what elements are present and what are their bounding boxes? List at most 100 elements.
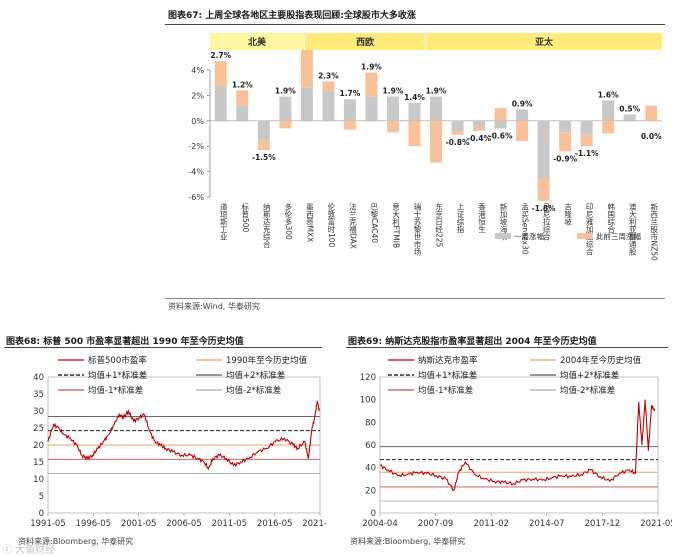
watermark: ⓢ 大鱼财经	[2, 545, 56, 556]
bar-prior-3w	[322, 81, 335, 92]
y-tick-label: 4%	[191, 66, 204, 75]
y-tick-label: 5	[39, 492, 44, 502]
bar-week	[623, 114, 636, 121]
category-label: 新西兰股市NZ50	[649, 202, 658, 261]
data-label: 1.7%	[339, 89, 360, 98]
fig69-top-rule	[346, 347, 668, 348]
y-tick-label: 10	[33, 475, 44, 485]
x-tick-label: 2016-05	[257, 519, 293, 529]
y-tick-label: 0	[39, 509, 44, 519]
x-tick-label: 1996-05	[76, 519, 112, 529]
bar-week	[386, 96, 399, 121]
legend-minus-2sd-label: 均值-2*标准差	[560, 385, 615, 396]
data-label: 1.6%	[598, 90, 619, 99]
category-label: 道琼斯工业	[219, 202, 228, 241]
y-tick-label: 40	[33, 373, 44, 383]
category-label: 香港恒生	[477, 202, 486, 234]
fig68-chart: 0 5 10 15 20 25 30 35 40 1991-05 1996-05 2001-05 200…	[30, 355, 326, 529]
bar-week	[279, 96, 292, 121]
fig67-bottom-rule	[165, 298, 665, 299]
fig68-title: 图表68: 标普 500 市盈率显著超出 1990 年至今历史均值	[6, 337, 244, 347]
bar-prior-3w	[537, 177, 550, 201]
bar-week	[300, 87, 313, 121]
category-label: 标普500	[241, 202, 250, 233]
bar-prior-3w	[430, 120, 442, 163]
y-tick-label: 25	[33, 424, 44, 434]
y-tick-label: 30	[33, 407, 44, 417]
bar-week	[214, 86, 227, 121]
category-label: 印尼雅加达综合	[585, 203, 594, 257]
legend-minus-1sd-label: 均值-1*标准差	[418, 385, 473, 396]
bar-week	[451, 120, 464, 131]
bar-week	[516, 109, 529, 121]
x-tick-label: 2014-07	[529, 519, 565, 529]
bar-prior-3w	[300, 50, 313, 88]
y-tick-label: 80	[365, 418, 376, 428]
y-tick-label: 100	[360, 396, 376, 406]
y-tick-label: 0%	[191, 117, 204, 126]
category-label: 东京日经225	[434, 202, 443, 248]
category-label: 墨西哥MXX	[305, 203, 314, 243]
region-western-europe: 西欧	[305, 33, 425, 50]
y-tick-label: -4%	[188, 168, 204, 177]
bar-prior-3w	[494, 108, 507, 121]
x-tick-label: 2021-05	[640, 519, 672, 529]
bar-prior-3w	[559, 132, 572, 152]
category-label: 马尼拉综合	[542, 203, 551, 242]
bar-week	[343, 99, 356, 121]
legend-minus-2sd-label: 均值-2*标准差	[226, 385, 281, 396]
bar-prior-3w	[473, 125, 486, 131]
bar-prior-3w	[408, 120, 421, 147]
legend-pe-label: 纳斯达克市盈率	[418, 355, 478, 366]
bar-prior-3w	[645, 105, 658, 121]
data-label: 0.0%	[641, 132, 662, 141]
category-label: 上证综指	[456, 203, 465, 235]
data-label: 2.3%	[318, 71, 339, 80]
plot-frame	[379, 376, 659, 514]
data-label: 1.2%	[232, 80, 253, 89]
bar-week	[322, 91, 335, 121]
legend-plus-1sd-label: 均值+1*标准差	[418, 370, 477, 381]
x-tick-label: 2011-02	[473, 519, 509, 529]
category-label: 法兰克福DAX	[348, 202, 357, 249]
y-tick-label: 15	[33, 458, 44, 468]
legend-mean-label: 2004年至今历史均值	[560, 355, 642, 366]
bar-week	[580, 120, 593, 135]
y-tick-label: 120	[360, 373, 376, 383]
fig69-chart: 0 20 40 60 80 100 120 2004-04 2007-09 2011-02 2014…	[360, 355, 672, 529]
legend-plus-1sd-label: 均值+1*标准差	[88, 370, 147, 381]
bar-prior-3w	[602, 120, 615, 134]
bar-week	[559, 120, 572, 133]
bar-prior-3w	[214, 61, 227, 87]
bar-week	[473, 120, 486, 126]
data-label: -0.4%	[467, 134, 491, 143]
bar-prior-3w	[236, 90, 249, 106]
y-tick-label: 0	[371, 509, 376, 519]
data-label: 1.9%	[275, 87, 296, 96]
data-label: -1.8%	[532, 204, 556, 213]
bar-week	[408, 103, 421, 121]
region-asia-pacific: 亚太	[426, 33, 662, 50]
data-label: -1.5%	[252, 153, 276, 162]
fig69-title: 图表69: 纳斯达克股指市盈率显著超出 2004 年至今历史均值	[348, 337, 597, 347]
fig67-top-rule	[165, 24, 665, 25]
fig69-source: 资料来源:Bloomberg, 华泰研究	[350, 537, 466, 546]
legend-plus-2sd-label: 均值+2*标准差	[560, 370, 619, 381]
bar-prior-3w	[451, 130, 464, 135]
x-tick-label: 2007-09	[418, 519, 454, 529]
legend-pe-label: 标普500市盈率	[88, 355, 147, 366]
x-tick-label: 2006-05	[166, 519, 202, 529]
legend-label-prior: 此前三周涨幅	[596, 231, 641, 241]
data-label: 1.9%	[426, 87, 447, 96]
bar-prior-3w	[386, 120, 399, 133]
x-tick-label: 2004-04	[362, 519, 398, 529]
fig67-chart: 4% 2% 0% -2% -4% -6% 2.7% 道琼斯工业 1.2% 标普500 -1.5% 纳斯…	[188, 50, 662, 261]
y-tick-label: 35	[33, 390, 44, 400]
data-label: 1.4%	[404, 93, 425, 102]
x-tick-label: 2011-05	[212, 519, 248, 529]
data-label: -0.6%	[489, 131, 513, 140]
y-tick-label: 60	[365, 441, 376, 451]
data-label: 1.9%	[361, 63, 382, 72]
data-label: 0.5%	[619, 104, 640, 113]
data-label: 2.7%	[210, 51, 231, 60]
